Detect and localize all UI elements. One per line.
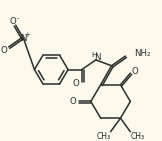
Text: -: -: [16, 15, 19, 21]
Text: O: O: [9, 17, 16, 26]
Text: O: O: [73, 79, 79, 88]
Text: O: O: [0, 46, 7, 55]
Text: +: +: [25, 32, 30, 38]
Text: H: H: [91, 52, 97, 58]
Text: O: O: [132, 67, 139, 76]
Text: N: N: [20, 34, 27, 43]
Text: NH₂: NH₂: [134, 49, 151, 58]
Text: O: O: [70, 97, 76, 106]
Text: N: N: [94, 53, 101, 62]
Text: CH₃: CH₃: [130, 132, 144, 141]
Text: CH₃: CH₃: [97, 132, 111, 141]
